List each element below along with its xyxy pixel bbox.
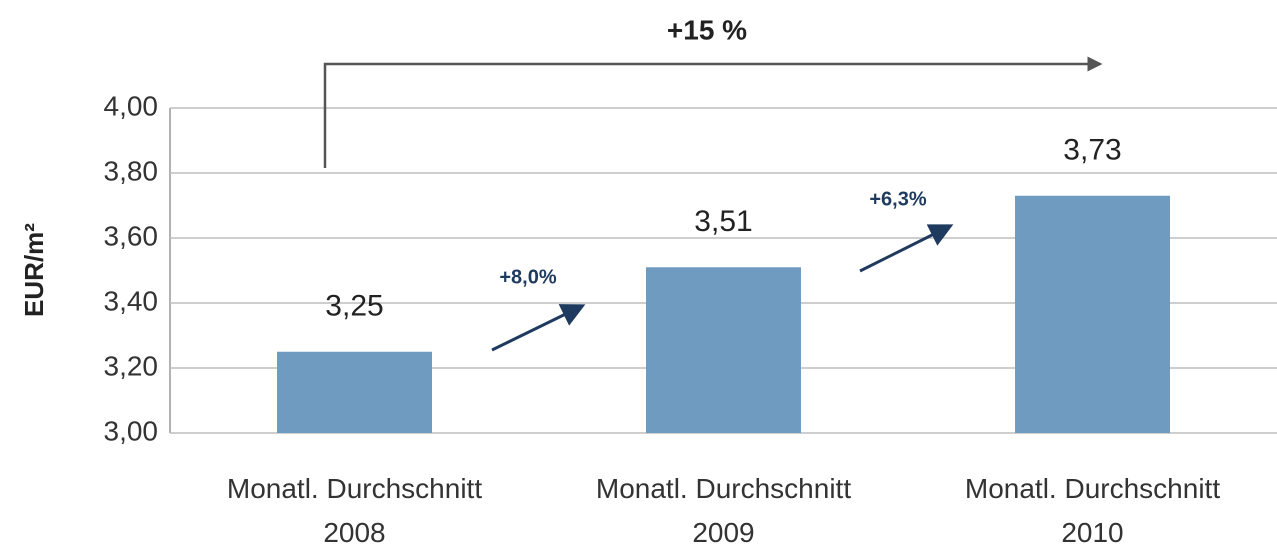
y-tick-label: 3,20	[104, 350, 159, 381]
y-tick-label: 4,00	[104, 90, 159, 121]
x-tick-label: Monatl. Durchschnitt 2010	[964, 473, 1221, 548]
annotation: +6,3%	[869, 188, 926, 210]
y-tick-label: 3,00	[104, 415, 159, 446]
y-axis-label: EUR/m²	[19, 223, 49, 317]
value-label: 3,73	[1063, 134, 1121, 167]
annotation: +8,0%	[499, 266, 556, 288]
x-tick-label: Monatl. Durchschnitt 2009	[595, 473, 852, 548]
y-tick-label: 3,60	[104, 220, 159, 251]
annotation: +15 %	[667, 14, 747, 45]
bar	[646, 267, 801, 433]
bar	[277, 351, 432, 433]
growth-arrow	[491, 304, 586, 352]
value-label: 3,25	[325, 290, 383, 323]
y-tick-label: 3,80	[104, 155, 159, 186]
x-tick-label: Monatl. Durchschnitt 2008	[226, 473, 483, 548]
y-tick-label: 3,40	[104, 285, 159, 316]
value-label: 3,51	[694, 205, 752, 238]
bar	[1015, 195, 1170, 433]
growth-arrow	[859, 224, 954, 273]
total-arrow	[323, 56, 1103, 168]
